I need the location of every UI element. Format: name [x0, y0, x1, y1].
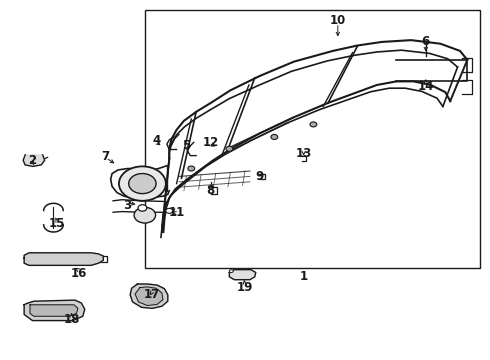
Polygon shape	[130, 284, 168, 309]
Polygon shape	[24, 300, 85, 320]
Circle shape	[226, 146, 233, 151]
Text: 8: 8	[207, 184, 215, 197]
Circle shape	[166, 208, 172, 213]
Text: 2: 2	[28, 154, 37, 167]
Circle shape	[134, 207, 156, 223]
Text: 14: 14	[417, 80, 434, 93]
Text: 12: 12	[203, 136, 219, 149]
Text: 1: 1	[299, 270, 308, 283]
Circle shape	[119, 166, 166, 201]
Circle shape	[271, 134, 278, 139]
Text: 13: 13	[295, 147, 312, 159]
Text: 11: 11	[169, 206, 185, 219]
Circle shape	[310, 122, 317, 127]
Bar	[145, 10, 480, 268]
Text: 15: 15	[49, 216, 65, 230]
Text: 7: 7	[102, 150, 110, 163]
Polygon shape	[30, 305, 78, 316]
Text: 10: 10	[330, 14, 346, 27]
Circle shape	[229, 270, 233, 273]
Text: 18: 18	[63, 313, 80, 327]
Circle shape	[138, 205, 147, 211]
Polygon shape	[135, 287, 163, 306]
Polygon shape	[229, 270, 256, 280]
Text: 4: 4	[153, 134, 161, 147]
Text: 9: 9	[255, 170, 264, 183]
Text: 3: 3	[123, 199, 132, 212]
Text: 19: 19	[237, 281, 253, 294]
Text: 5: 5	[182, 139, 191, 152]
Text: 17: 17	[144, 288, 160, 301]
Polygon shape	[24, 253, 103, 265]
Polygon shape	[23, 155, 45, 166]
Text: 16: 16	[71, 267, 87, 280]
Circle shape	[129, 174, 156, 194]
Text: 6: 6	[422, 35, 430, 49]
Circle shape	[188, 166, 195, 171]
